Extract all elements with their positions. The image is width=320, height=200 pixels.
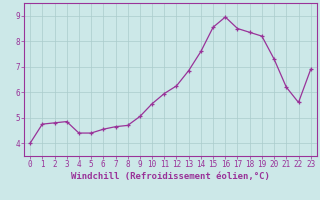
X-axis label: Windchill (Refroidissement éolien,°C): Windchill (Refroidissement éolien,°C) bbox=[71, 172, 270, 181]
